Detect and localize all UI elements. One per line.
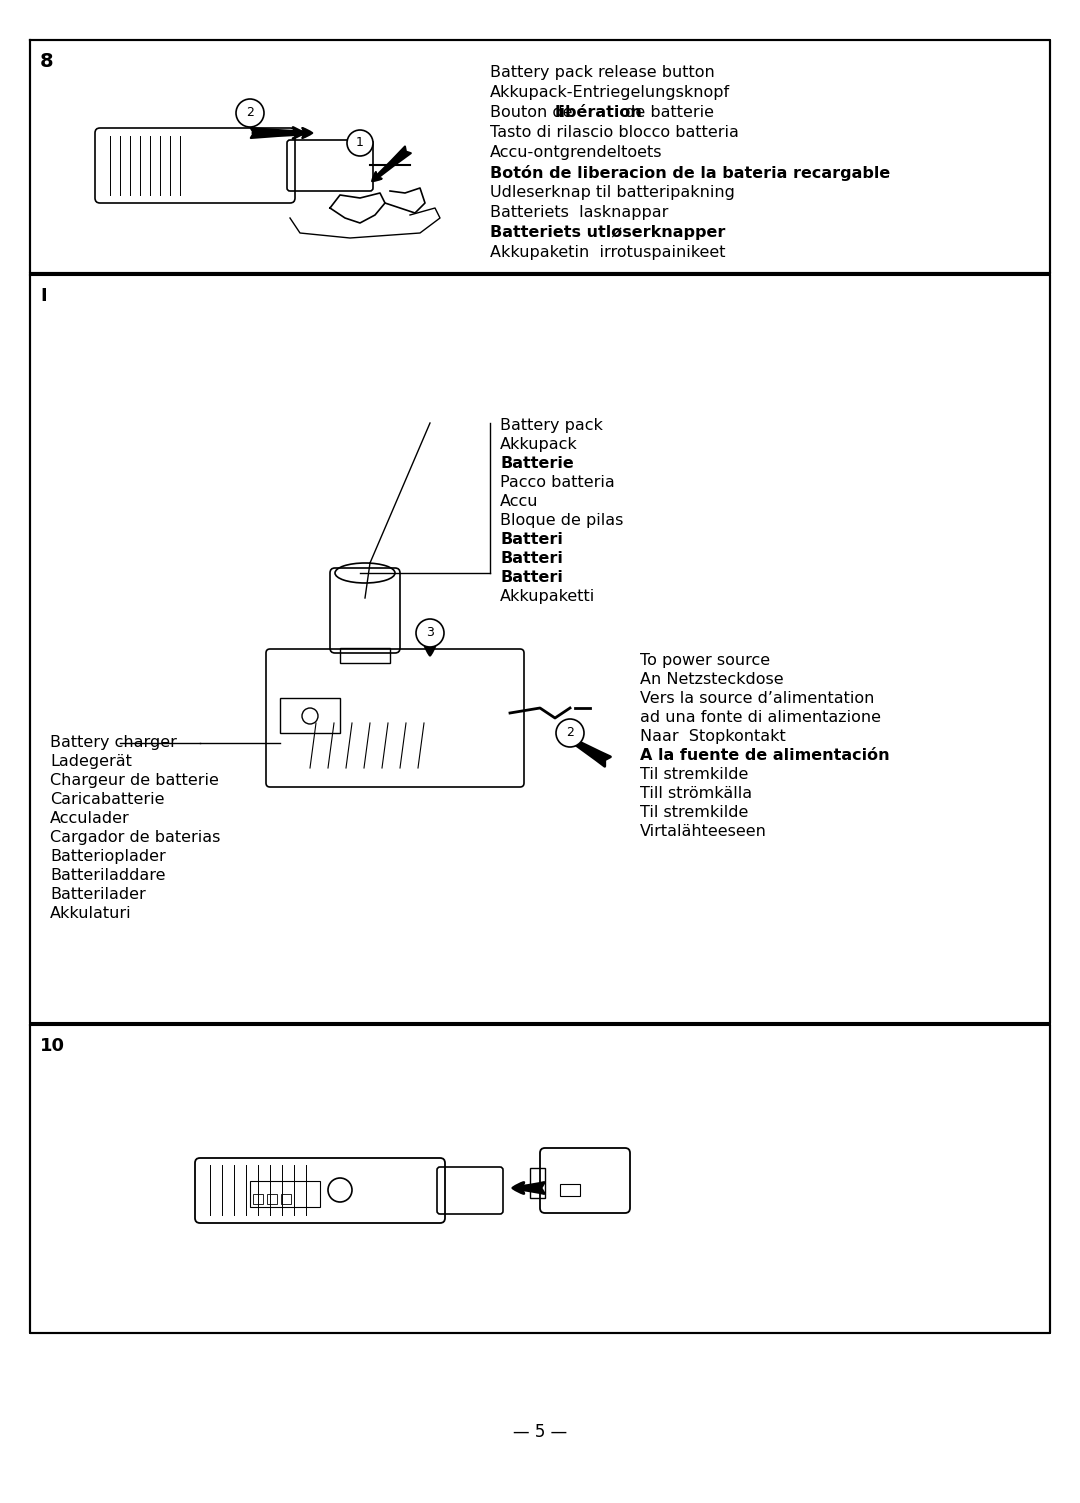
Text: Akkupack-Entriegelungsknopf: Akkupack-Entriegelungsknopf — [490, 86, 730, 101]
Text: de batterie: de batterie — [620, 105, 714, 120]
Text: Battery charger: Battery charger — [50, 735, 177, 750]
Text: Batteriets utløserknapper: Batteriets utløserknapper — [490, 225, 726, 240]
Text: Battery pack release button: Battery pack release button — [490, 65, 715, 80]
Text: Batteriladdare: Batteriladdare — [50, 869, 165, 882]
Bar — [281, 1193, 291, 1204]
Circle shape — [416, 619, 444, 646]
Text: Batterie: Batterie — [500, 455, 573, 470]
Text: Til stremkilde: Til stremkilde — [640, 806, 748, 821]
Text: 1: 1 — [356, 137, 364, 149]
Text: Chargeur de batterie: Chargeur de batterie — [50, 773, 219, 788]
Text: Batteri: Batteri — [500, 532, 563, 547]
Text: Botón de liberacion de la bateria recargable: Botón de liberacion de la bateria recarg… — [490, 165, 890, 180]
Text: Batteri: Batteri — [500, 570, 563, 585]
Text: Tasto di rilascio blocco batteria: Tasto di rilascio blocco batteria — [490, 125, 739, 140]
Bar — [561, 1184, 580, 1196]
Text: Caricabatterie: Caricabatterie — [50, 792, 164, 807]
Bar — [249, 1181, 320, 1207]
Circle shape — [556, 718, 584, 747]
Circle shape — [302, 708, 318, 724]
Text: Udleserknap til batteripakning: Udleserknap til batteripakning — [490, 185, 734, 200]
Text: ad una fonte di alimentazione: ad una fonte di alimentazione — [640, 709, 881, 724]
Bar — [280, 697, 340, 733]
Text: Akkulaturi: Akkulaturi — [50, 906, 132, 921]
Text: Bloque de pilas: Bloque de pilas — [500, 513, 623, 528]
Text: Ladegerät: Ladegerät — [50, 755, 132, 770]
Text: Akkupaketti: Akkupaketti — [500, 589, 595, 604]
Text: To power source: To power source — [640, 652, 770, 667]
Circle shape — [347, 129, 373, 156]
Text: Pacco batteria: Pacco batteria — [500, 475, 615, 490]
Circle shape — [328, 1178, 352, 1202]
Bar — [340, 648, 390, 663]
Text: Batterilader: Batterilader — [50, 887, 146, 902]
Text: Batteri: Batteri — [500, 552, 563, 567]
Bar — [267, 1193, 276, 1204]
Text: Til stremkilde: Til stremkilde — [640, 767, 748, 782]
Text: 3: 3 — [427, 627, 434, 639]
Bar — [530, 1168, 545, 1198]
Text: Batterioplader: Batterioplader — [50, 849, 165, 864]
Text: Battery pack: Battery pack — [500, 418, 603, 433]
Text: libération: libération — [555, 105, 643, 120]
Bar — [253, 1193, 264, 1204]
Text: An Netzsteckdose: An Netzsteckdose — [640, 672, 784, 687]
Text: — 5 —: — 5 — — [513, 1423, 567, 1441]
Text: A la fuente de alimentación: A la fuente de alimentación — [640, 748, 890, 764]
Text: Acculader: Acculader — [50, 812, 130, 827]
Text: 2: 2 — [246, 107, 254, 120]
Text: Virtalähteeseen: Virtalähteeseen — [640, 824, 767, 839]
Text: I: I — [40, 287, 46, 305]
Text: Batteriets  lasknappar: Batteriets lasknappar — [490, 204, 669, 219]
Text: 8: 8 — [40, 53, 54, 71]
Text: 2: 2 — [566, 726, 573, 739]
Text: Vers la source d’alimentation: Vers la source d’alimentation — [640, 691, 875, 706]
Text: Accu: Accu — [500, 494, 539, 510]
Circle shape — [237, 99, 264, 126]
Text: Till strömkälla: Till strömkälla — [640, 786, 752, 801]
Text: Cargador de baterias: Cargador de baterias — [50, 830, 220, 845]
Text: 10: 10 — [40, 1037, 65, 1055]
Text: Akkupack: Akkupack — [500, 437, 578, 452]
Text: Bouton de: Bouton de — [490, 105, 578, 120]
Text: Naar  Stopkontakt: Naar Stopkontakt — [640, 729, 786, 744]
Text: Akkupaketin  irrotuspainikeet: Akkupaketin irrotuspainikeet — [490, 245, 726, 260]
Text: Accu-ontgrendeltoets: Accu-ontgrendeltoets — [490, 144, 662, 159]
